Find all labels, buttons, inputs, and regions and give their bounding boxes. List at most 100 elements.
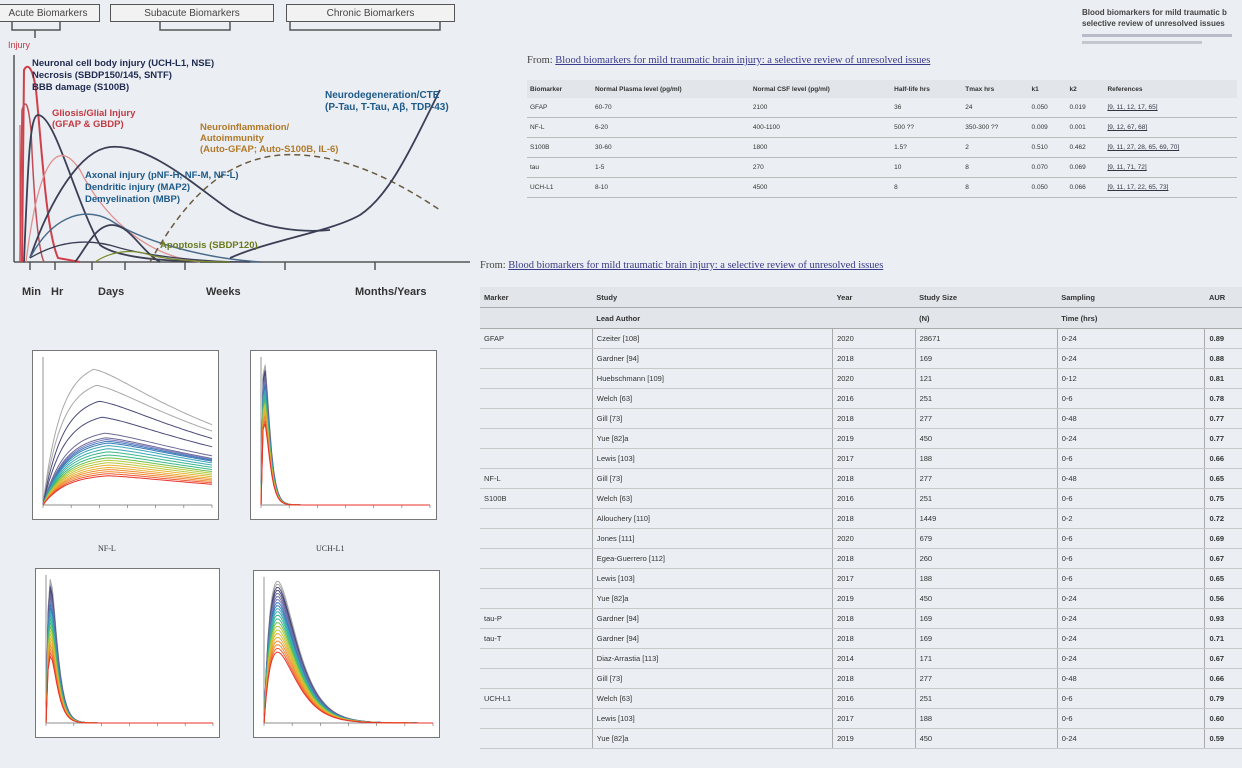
table2-cell: 2019 [832,428,916,449]
curve-neurodegeneration [229,89,441,259]
table1-cell[interactable]: [9, 11, 12, 17, 65] [1104,98,1237,118]
panel-bottom-right [253,570,440,738]
panel-curve [42,442,213,506]
table2-cell[interactable]: Yue [82]a [592,428,834,449]
panel-curve [45,600,213,724]
table2-cell[interactable]: Welch [63] [592,688,834,709]
tab-subacute-biomarkers[interactable]: Subacute Biomarkers [110,4,274,22]
table2-cell[interactable]: Gill [73] [592,468,834,489]
table2-cell: tau-P [480,608,593,629]
table2-row: S100B Welch [63] 2016 251 0-6 0.75 [480,488,1242,509]
panel-curve [260,395,430,506]
table2-cell[interactable]: Welch [63] [592,488,834,509]
panel-curve [45,589,213,724]
panel-curve [42,451,213,506]
panel-curve [42,385,213,506]
paper-ref-authors [1082,34,1232,37]
table1-cell: 2 [962,137,1029,158]
table2-cell: 0.65 [1204,468,1242,489]
table2-cell: 277 [915,468,1058,489]
panel-curve [45,610,213,724]
table2-cell[interactable]: Lewis [103] [592,708,834,729]
table2-cell: 0-2 [1057,508,1206,529]
table1-cell: 8-10 [591,177,750,198]
table1-cell: 0.050 [1028,177,1067,198]
table2-cell [480,448,593,469]
table2-cell: 169 [915,348,1058,369]
panel-curve [260,420,430,506]
panel-curve [45,596,213,724]
table2-cell[interactable]: Yue [82]a [592,728,834,749]
table2-cell: 0.56 [1204,588,1242,609]
table2-cell[interactable]: Gardner [94] [592,608,834,629]
table2-cell: UCH-L1 [480,688,593,709]
tab-acute-biomarkers[interactable]: Acute Biomarkers [0,4,100,22]
table1-cell[interactable]: [9, 11, 27, 28, 65, 69, 70] [1104,137,1237,158]
table2-cell[interactable]: Lewis [103] [592,448,834,469]
panel-curve [42,466,213,506]
table1-cell: 0.069 [1066,157,1105,178]
label-dendritic: Dendritic injury (MAP2) [85,182,191,193]
table2-cell: 0.79 [1204,688,1242,709]
panel-curve [45,654,213,724]
table1-cell[interactable]: [9, 11, 71, 72] [1104,157,1237,178]
table2-cell: 188 [915,448,1058,469]
table2-cell [480,508,593,529]
table1-cell: 0.066 [1066,177,1105,198]
table1-cell: 30-60 [591,137,750,158]
table1-cell: 1.5? [891,137,963,158]
table2-cell[interactable]: Gill [73] [592,408,834,429]
x-label-weeks: Weeks [206,286,241,298]
paper-ref-line1: Blood biomarkers for mild traumatic b [1082,8,1227,17]
table2-cell: 0-12 [1057,368,1206,389]
table1-cell[interactable]: [9, 11, 17, 22, 65, 73] [1104,177,1237,198]
table2-cell[interactable]: Allouchery [110] [592,508,834,529]
panel-curve [260,375,430,506]
table2-cell: 0-48 [1057,408,1206,429]
biomarker-properties-table: Biomarker Normal Plasma level (pg/ml) Norm… [527,80,1237,198]
table1-cell: UCH-L1 [527,177,592,198]
table2-cell: 0-6 [1057,528,1206,549]
table1-row: UCH-L1 8-10 4500 8 8 0.050 0.066 [9, 11, 17, 22… [527,177,1237,198]
x-label-days: Days [98,286,125,298]
table1-cell: S100B [527,137,592,158]
panel-curve [260,406,430,506]
table2-cell[interactable]: Gardner [94] [592,348,834,369]
table2-cell[interactable]: Jones [111] [592,528,834,549]
panel-curve [260,412,430,506]
table2-cell[interactable]: Gill [73] [592,668,834,689]
table1-cell: 8 [962,177,1029,198]
table2-cell[interactable]: Egea-Guerrero [112] [592,548,834,569]
biomarker-timeline-chart [11,22,470,270]
panel-curve [45,629,213,724]
panel-curve [260,373,430,506]
table2-source-link[interactable]: Blood biomarkers for mild traumatic brai… [508,260,884,271]
table2-row: Yue [82]a 2019 450 0-24 0.59 [480,728,1242,749]
table2-cell: 2018 [832,348,916,369]
table1-cell: 0.019 [1066,98,1105,118]
tab-chronic-biomarkers[interactable]: Chronic Biomarkers [286,4,455,22]
panel-curve [45,603,213,724]
table2-cell[interactable]: Huebschmann [109] [592,368,834,389]
label-apoptosis: Apoptosis (SBDP120) [160,240,258,251]
table1-source-link[interactable]: Blood biomarkers for mild traumatic brai… [555,55,931,66]
panel-curve [42,459,213,506]
panel-curve [260,364,430,506]
table1-cell: 6-20 [591,117,750,138]
table2-cell[interactable]: Gardner [94] [592,628,834,649]
table2-cell[interactable]: Yue [82]a [592,588,834,609]
table2-cell[interactable]: Welch [63] [592,388,834,409]
table1-cell[interactable]: [9, 12, 67, 68] [1104,117,1237,138]
table2-cell: 0-24 [1057,628,1206,649]
panel-curve [45,646,213,724]
table2-cell[interactable]: Lewis [103] [592,568,834,589]
label-neurodegeneration-markers: (P-Tau, T-Tau, Aβ, TDP-43) [325,102,449,113]
table1-cell: 0.462 [1066,137,1105,158]
table1-cell: 2100 [749,98,892,118]
table2-cell[interactable]: Czeiter [108] [592,328,834,349]
table2-cell [480,428,593,449]
table2-cell[interactable]: Diaz-Arrastia [113] [592,648,834,669]
paper-ref-line2: selective review of unresolved issues [1082,19,1225,28]
table2-cell: 0.59 [1204,728,1242,749]
